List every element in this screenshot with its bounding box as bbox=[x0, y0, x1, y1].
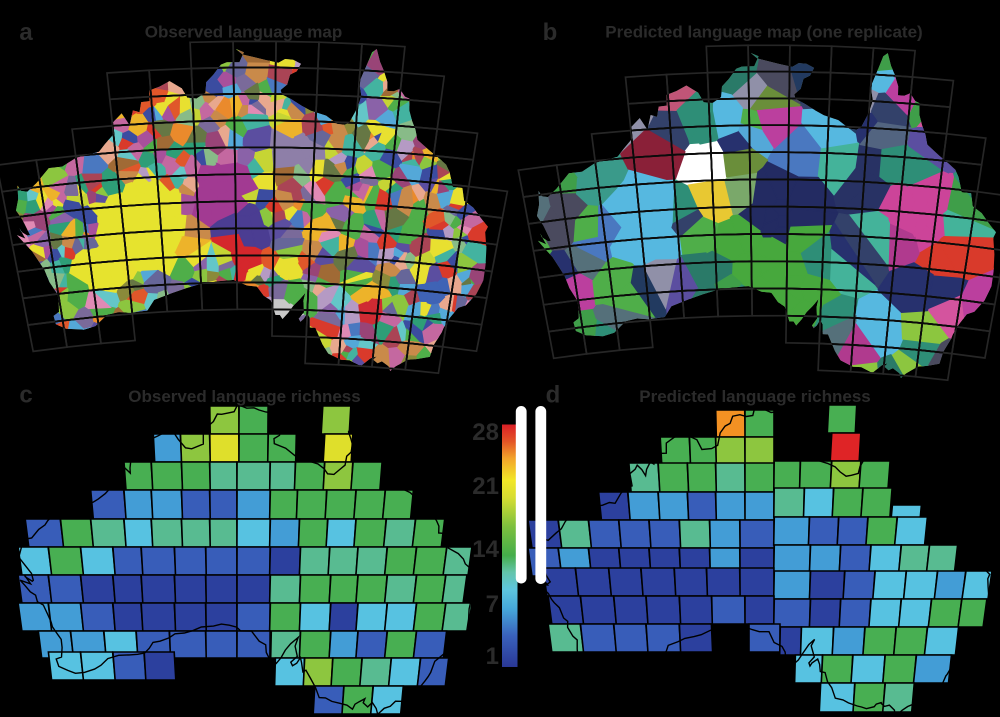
svg-text:Predicted language richness: Predicted language richness bbox=[639, 387, 870, 406]
svg-text:28: 28 bbox=[472, 419, 499, 446]
svg-text:b: b bbox=[543, 19, 558, 46]
svg-text:7: 7 bbox=[486, 591, 499, 618]
svg-text:1: 1 bbox=[486, 643, 499, 670]
svg-text:d: d bbox=[546, 382, 561, 409]
svg-text:Observed language richness: Observed language richness bbox=[128, 387, 360, 406]
svg-text:21: 21 bbox=[472, 473, 499, 500]
svg-text:Predicted language map (one re: Predicted language map (one replicate) bbox=[605, 23, 922, 42]
svg-text:a: a bbox=[19, 19, 33, 46]
svg-text:c: c bbox=[19, 382, 32, 409]
svg-text:14: 14 bbox=[472, 536, 499, 563]
svg-text:Observed language map: Observed language map bbox=[145, 23, 342, 42]
